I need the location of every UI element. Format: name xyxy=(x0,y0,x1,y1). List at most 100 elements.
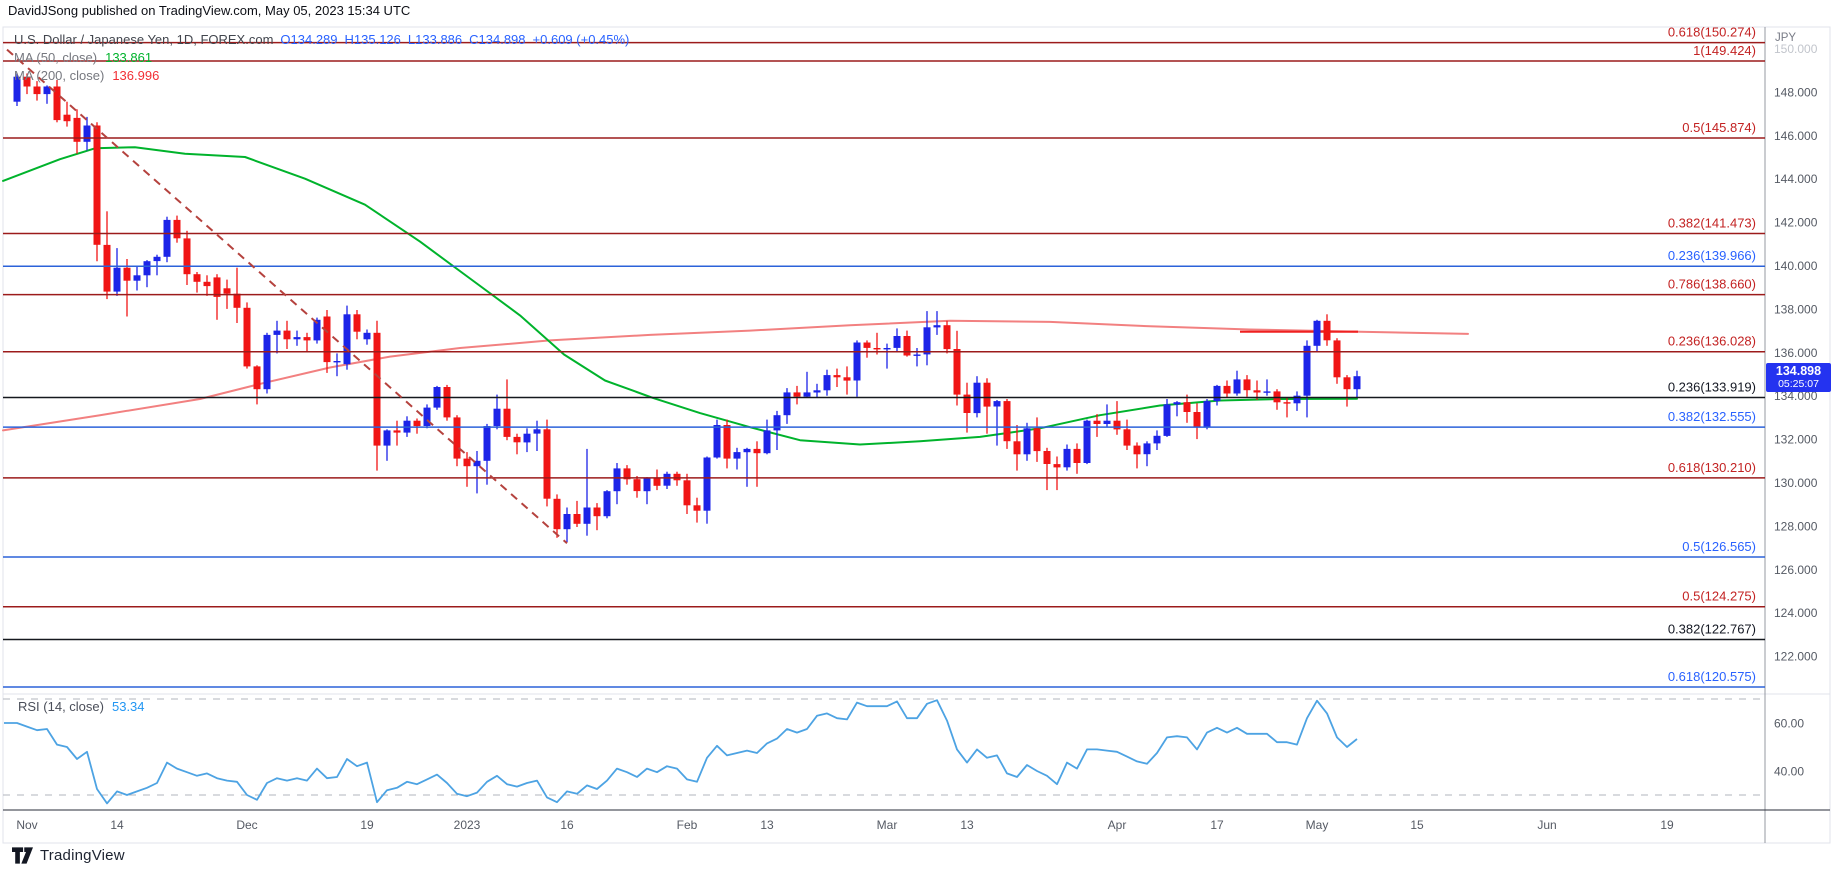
candle-series xyxy=(13,73,1361,543)
tradingview-logo-text: TradingView xyxy=(40,847,125,864)
candle-body xyxy=(943,325,951,350)
candle-body xyxy=(733,452,741,459)
candle-body xyxy=(393,430,401,433)
candle-body xyxy=(593,507,601,517)
candle-body xyxy=(693,505,701,511)
candle-body xyxy=(793,392,801,397)
ma50-label: MA (50, close) xyxy=(14,50,98,65)
ohlc-open: O134.289 xyxy=(280,32,338,47)
candle-body xyxy=(163,219,171,257)
time-tick-label: 19 xyxy=(360,818,374,832)
candle-body xyxy=(553,498,561,530)
candle-body xyxy=(293,337,301,340)
candle-body xyxy=(1033,428,1041,452)
rsi-label: RSI (14, close) xyxy=(18,699,104,714)
candle-body xyxy=(623,468,631,480)
candle-body xyxy=(13,76,21,102)
ma200-label: MA (200, close) xyxy=(14,68,105,83)
candle-body xyxy=(773,415,781,431)
candle-body xyxy=(253,366,261,390)
fib-label: 0.236(139.966) xyxy=(1668,248,1756,263)
candle-body xyxy=(683,480,691,506)
ohlc-high: H135.126 xyxy=(344,32,401,47)
candle-body xyxy=(203,281,211,287)
candle-body xyxy=(213,277,221,297)
candle-body xyxy=(1313,320,1321,346)
time-tick-label: Dec xyxy=(236,818,257,832)
candle-body xyxy=(1113,420,1121,430)
candle-body xyxy=(543,429,551,499)
candle-body xyxy=(1233,379,1241,394)
candle-body xyxy=(183,238,191,275)
candle-body xyxy=(1323,320,1331,341)
time-tick-label: 16 xyxy=(560,818,574,832)
symbol-title: U.S. Dollar / Japanese Yen, 1D, FOREX.co… xyxy=(14,32,274,47)
candle-body xyxy=(283,330,291,340)
time-axis[interactable]: Nov 14 Dec 19 2023 16 Feb 13 Mar 13 Apr 17 May 15 Jun 1… xyxy=(3,809,1830,832)
candle-body xyxy=(633,479,641,492)
candle-body xyxy=(833,375,841,378)
candle-body xyxy=(1213,385,1221,402)
candle-body xyxy=(523,433,531,443)
ma50-line xyxy=(2,146,1358,446)
candle-body xyxy=(1333,340,1341,378)
candle-body xyxy=(383,430,391,446)
candle-body xyxy=(43,86,51,95)
rsi-tick-label: 60.00 xyxy=(1774,717,1804,731)
candle-body xyxy=(723,425,731,459)
moving-averages xyxy=(2,146,1469,446)
trendline-dashed[interactable] xyxy=(6,48,568,545)
candle-body xyxy=(1073,448,1081,463)
tradingview-logo[interactable]: TradingView xyxy=(12,847,125,864)
candle-body xyxy=(33,86,41,95)
candle-body xyxy=(1163,404,1171,436)
candle-body xyxy=(153,256,161,262)
ma50-value: 133.861 xyxy=(105,50,153,65)
candle-body xyxy=(173,219,181,239)
fib-label: 0.618(120.575) xyxy=(1668,669,1756,684)
candle-body xyxy=(1133,445,1141,455)
rsi-value: 53.34 xyxy=(111,699,145,714)
ohlc-low: L133.886 xyxy=(407,32,463,47)
candle-body xyxy=(533,429,541,434)
candle-body xyxy=(1023,428,1031,455)
candle-body xyxy=(673,473,681,481)
candle-body xyxy=(1193,412,1201,428)
candle-body xyxy=(853,342,861,381)
candle-body xyxy=(933,325,941,328)
candle-body xyxy=(713,425,721,458)
candle-body xyxy=(1013,441,1021,455)
candle-body xyxy=(643,478,651,492)
fib-retracement-levels[interactable]: 0.618(150.274) 1(149.424) 0.5(145.874) 0.38… xyxy=(3,25,1765,688)
ma50-legend: MA (50, close) 133.861 xyxy=(14,50,152,65)
fib-label: 0.618(130.210) xyxy=(1668,460,1756,475)
candle-body xyxy=(873,348,881,350)
candle-body xyxy=(473,460,481,467)
price-tick-label: 132.000 xyxy=(1774,433,1818,447)
time-tick-label: 13 xyxy=(960,818,974,832)
candle-body xyxy=(1083,420,1091,463)
candle-body xyxy=(583,507,591,524)
candle-body xyxy=(303,337,311,341)
rsi-line xyxy=(4,699,1358,805)
candle-body xyxy=(1283,402,1291,404)
fib-label: 0.618(150.274) xyxy=(1668,25,1756,40)
ma200-legend: MA (200, close) 136.996 xyxy=(14,68,159,83)
candle-body xyxy=(1203,401,1211,428)
candle-body xyxy=(813,390,821,393)
price-tick-label: 126.000 xyxy=(1774,563,1818,577)
candle-body xyxy=(423,407,431,426)
tradingview-logo-icon xyxy=(12,847,33,864)
candle-body xyxy=(143,261,151,276)
candle-body xyxy=(1353,376,1361,390)
candle-body xyxy=(1093,420,1101,424)
candle-body xyxy=(1223,385,1231,394)
candle-body xyxy=(233,293,241,308)
candle-body xyxy=(353,314,361,332)
time-tick-label: 2023 xyxy=(454,818,481,832)
price-tick-label: 138.000 xyxy=(1774,302,1818,316)
candle-body xyxy=(1343,377,1351,390)
candle-body xyxy=(1153,435,1161,444)
